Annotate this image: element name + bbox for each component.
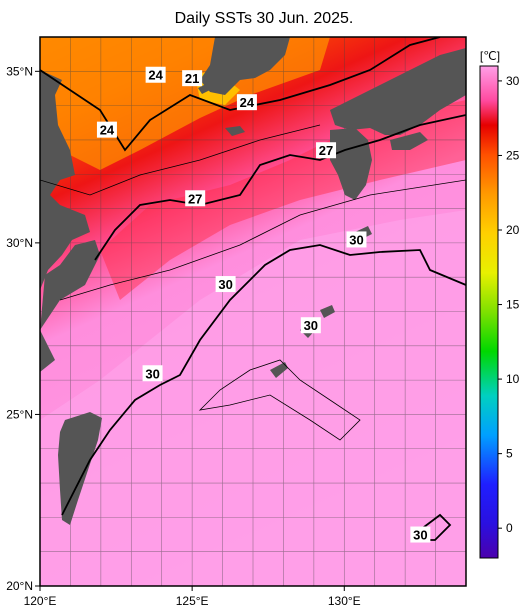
- contour-labels: 24 21 24 24 27 27 30 30 30 30 30: [96, 66, 431, 543]
- lon-tick-label: 125°E: [176, 594, 209, 608]
- longitude-ticks: 120°E 125°E 130°E: [24, 586, 361, 608]
- lat-tick-label: 20°N: [6, 579, 33, 593]
- lat-tick-label: 35°N: [6, 64, 33, 78]
- contour-label: 24: [145, 66, 166, 83]
- contour-label: 30: [215, 276, 236, 293]
- colorbar-tick-label: 30: [506, 74, 520, 88]
- contour-label-text: 21: [185, 71, 199, 86]
- jeju-island: [225, 126, 245, 136]
- contour-thin-3: [198, 359, 361, 441]
- japan-honshu: [330, 48, 466, 135]
- contour-label: 24: [236, 94, 257, 111]
- colorbar-tick-label: 15: [506, 298, 520, 312]
- lat-tick-label: 25°N: [6, 407, 33, 421]
- contour-thin-2: [59, 179, 466, 301]
- korea: [200, 37, 290, 95]
- contour-label: 27: [185, 190, 206, 207]
- lat-tick-label: 30°N: [6, 236, 33, 250]
- contour-label-box: [410, 526, 431, 543]
- land: [40, 37, 466, 525]
- contour-label-box: [300, 317, 321, 334]
- contour-label: 24: [96, 121, 117, 138]
- contour-label-box: [236, 94, 257, 111]
- contour-label: 30: [300, 317, 321, 334]
- contour-label: 27: [316, 142, 337, 159]
- korean-islands: [198, 84, 210, 94]
- colorbar-unit: [℃]: [480, 49, 500, 63]
- colorbar: [℃] 30 25 20 15 10 5 0: [479, 49, 520, 559]
- graticule: [40, 37, 466, 586]
- contour-label: 30: [142, 365, 163, 382]
- contour-label: 21: [182, 70, 203, 87]
- contour-label-text: 24: [148, 68, 163, 83]
- contour-label-box: [346, 231, 367, 248]
- contour-thin-1: [40, 124, 321, 196]
- contour-24: [40, 37, 441, 152]
- contour-label-text: 24: [240, 95, 255, 110]
- colorbar-tick-label: 25: [506, 148, 520, 162]
- contour-label-text: 30: [145, 366, 159, 381]
- china-east-coast: [40, 240, 100, 330]
- contour-label-box: [96, 121, 117, 138]
- contour-label-box: [145, 66, 166, 83]
- contour-lines: [40, 37, 466, 541]
- contour-label-box: [182, 70, 203, 87]
- contour-label-box: [316, 142, 337, 159]
- colorbar-tick-label: 5: [506, 447, 513, 461]
- contour-label-box: [215, 276, 236, 293]
- contour-label-text: 30: [304, 318, 318, 333]
- colorbar-tick-label: 20: [506, 223, 520, 237]
- contour-label: 30: [346, 231, 367, 248]
- contour-label-text: 30: [218, 277, 232, 292]
- ryukyu-south: [270, 362, 288, 378]
- lon-tick-label: 120°E: [24, 594, 57, 608]
- contour-label-text: 30: [349, 232, 363, 247]
- contour-27: [94, 114, 466, 261]
- contour-label-box: [142, 365, 163, 382]
- contour-label-text: 27: [188, 191, 202, 206]
- map-title: Daily SSTs 30 Jun. 2025.: [174, 10, 354, 27]
- contour-30: [61, 244, 466, 516]
- plot-frame: [39, 36, 467, 587]
- colorbar-tick-label: 0: [506, 521, 513, 535]
- contour-label-text: 30: [413, 528, 427, 543]
- contour-label: 30: [410, 526, 431, 543]
- colorbar-gradient: [479, 65, 499, 559]
- shikoku: [390, 132, 428, 150]
- taiwan: [58, 412, 102, 525]
- lon-tick-label: 130°E: [328, 594, 361, 608]
- china-mainland: [40, 37, 90, 372]
- ryukyu-amami: [320, 305, 335, 318]
- colorbar-ticks: 30 25 20 15 10 5 0: [498, 74, 520, 535]
- colorbar-tick-label: 10: [506, 372, 520, 386]
- contour-label-box: [185, 190, 206, 207]
- latitude-ticks: 35°N 30°N 25°N 20°N: [6, 64, 40, 593]
- contour-label-text: 27: [319, 143, 333, 158]
- contour-label-text: 24: [100, 123, 115, 138]
